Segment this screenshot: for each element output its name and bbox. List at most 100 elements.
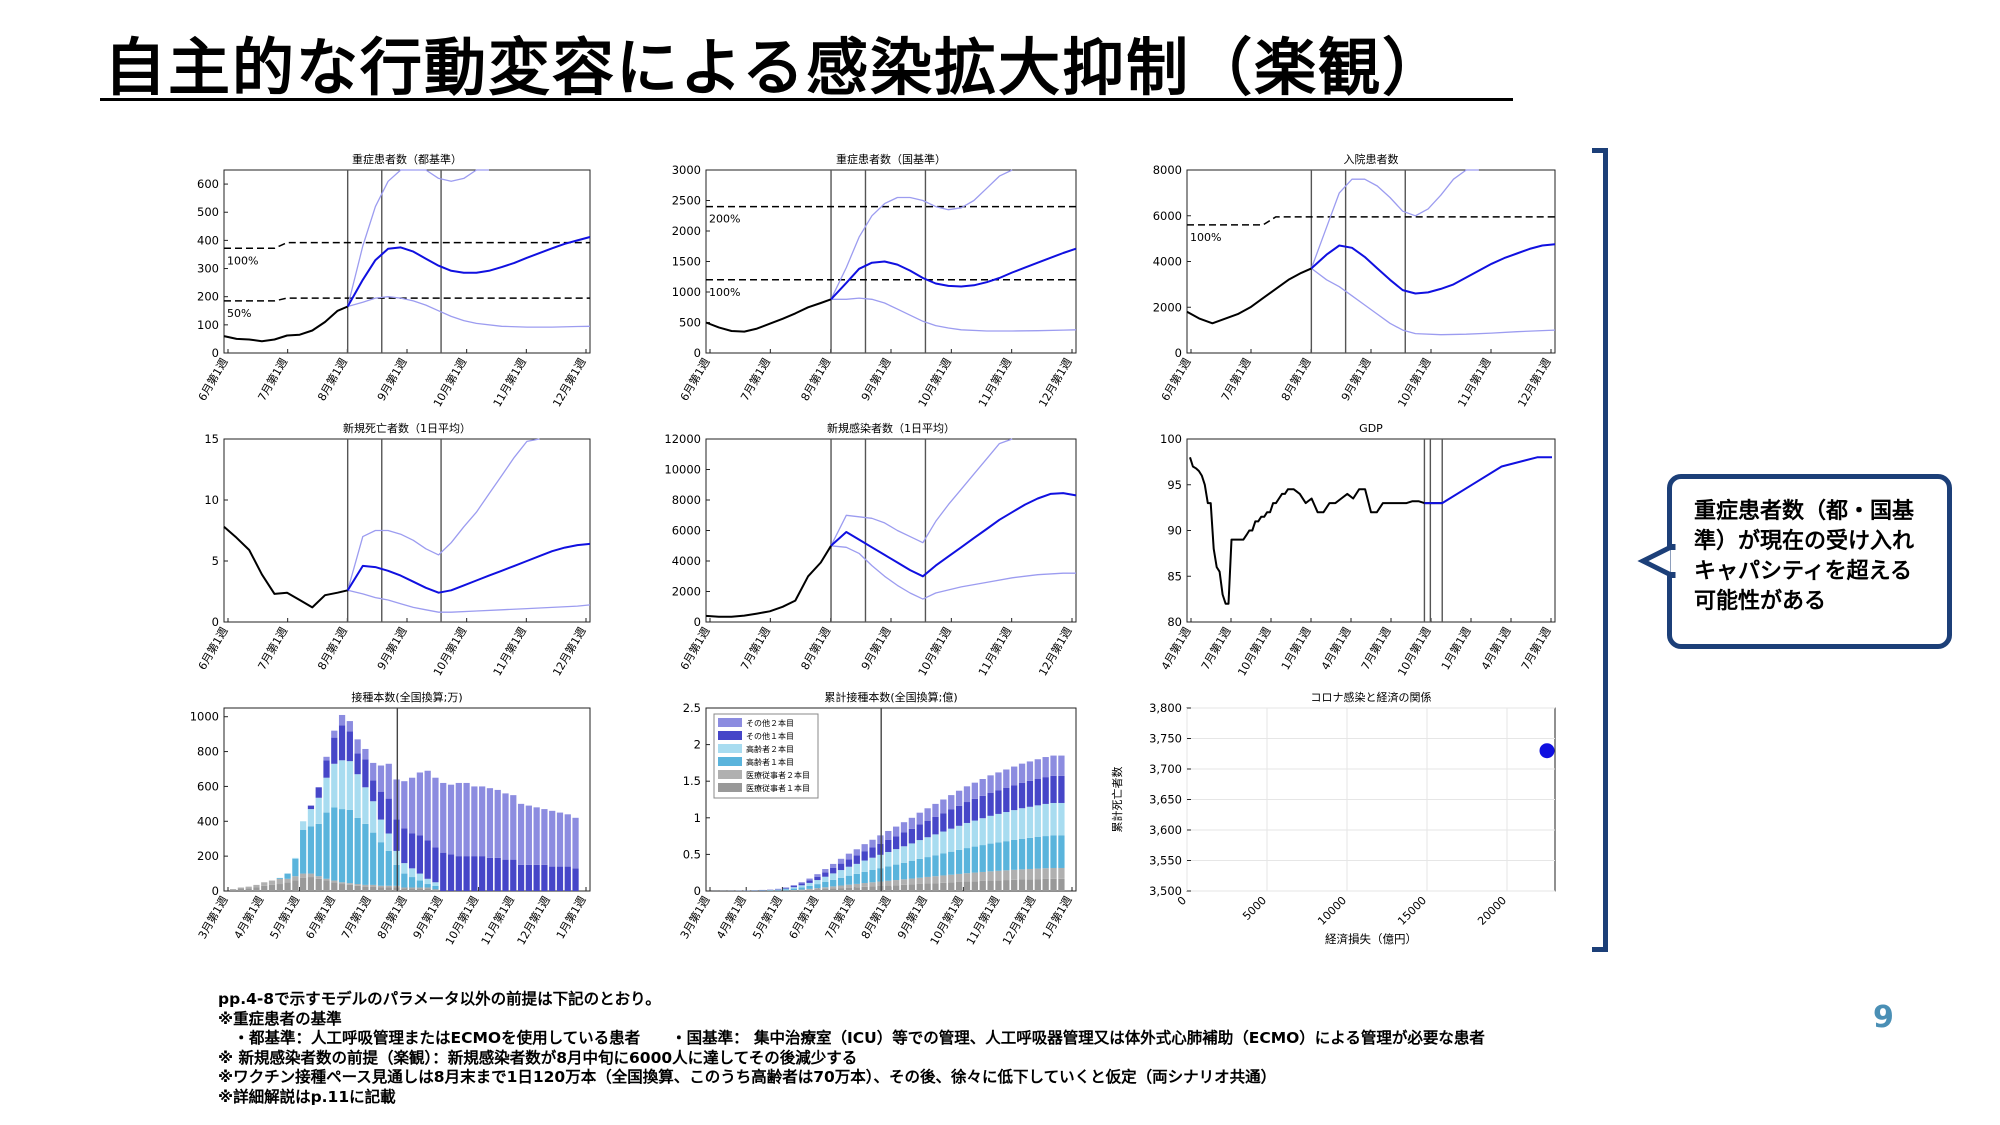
vaccinations_cumulative-bar (1058, 775, 1065, 803)
vaccinations_cumulative-bar (893, 885, 900, 891)
severe_tokyo-capacity-line (224, 241, 590, 250)
vaccinations_cumulative-bar (940, 882, 947, 891)
vaccinations_weekly-bar (362, 748, 369, 760)
vaccinations_cumulative-ytick-label: 1.5 (683, 774, 701, 788)
vaccinations_weekly-bar (385, 833, 392, 851)
vaccinations_cumulative-bar (932, 803, 939, 817)
vaccinations_cumulative-bar (1018, 879, 1026, 891)
vaccinations_cumulative-bar (955, 790, 963, 806)
vaccinations_cumulative-bar (822, 872, 829, 877)
vaccinations_cumulative-bar (1026, 761, 1034, 781)
vaccinations_weekly-bar (331, 730, 338, 738)
vaccinations_cumulative-bar (893, 864, 900, 881)
new_deaths-xtick-label: 11月第1週 (490, 625, 529, 679)
vaccinations_weekly-bar (486, 788, 494, 858)
vaccinations_cumulative-bar (948, 809, 955, 829)
vaccinations_cumulative-bar (837, 885, 845, 889)
vaccinations_cumulative-bar (1058, 802, 1065, 836)
vaccinations_cumulative-legend-label: 医療従事者２本目 (746, 770, 810, 780)
vaccinations_weekly-ytick-label: 400 (197, 814, 219, 828)
new_deaths-xtick-label: 9月第1週 (374, 625, 410, 673)
hospitalized-lower-band (1311, 267, 1556, 336)
vaccinations_cumulative-bar (908, 878, 916, 885)
covid_economy-ytick-label: 3,750 (1149, 732, 1182, 746)
vaccinations_cumulative-bar (1050, 802, 1057, 836)
vaccinations_cumulative-legend-label: 医療従事者１本目 (746, 783, 810, 793)
vaccinations_weekly-bar (354, 774, 361, 818)
new_deaths-upper-band (347, 438, 540, 591)
hospitalized-ytick-label: 6000 (1153, 209, 1182, 223)
new_cases-ytick-label: 12000 (664, 432, 701, 446)
vaccinations_weekly-bar (556, 866, 564, 891)
vaccinations_cumulative-bar (853, 849, 860, 856)
vaccinations_weekly-bar (564, 866, 571, 891)
vaccinations_weekly-xtick-label: 6月第1週 (302, 894, 338, 942)
vaccinations_cumulative-bar (861, 871, 868, 884)
vaccinations_weekly-bar (307, 809, 315, 827)
vaccinations_cumulative-bar (995, 870, 1002, 881)
new_cases-ytick-label: 8000 (672, 493, 701, 507)
vaccinations_weekly-xtick-label: 10月第1週 (442, 894, 481, 948)
severe_national-xtick-label: 9月第1週 (858, 356, 894, 404)
vaccinations_weekly-bar (533, 807, 540, 865)
severe_tokyo-xtick-label: 7月第1週 (255, 356, 291, 404)
vaccinations_cumulative-bar (908, 828, 916, 844)
vaccinations_cumulative-bar (830, 888, 837, 891)
vaccinations_cumulative-bar (1026, 806, 1034, 838)
severe_tokyo-frame (223, 169, 591, 354)
vaccinations_cumulative-bar (916, 883, 923, 891)
new_cases-ytick-label: 0 (694, 615, 701, 629)
vaccinations_cumulative-bar (853, 855, 860, 864)
vaccinations_weekly-bar (409, 888, 416, 891)
vaccinations_cumulative-bar (924, 876, 931, 884)
vaccinations_cumulative-legend-swatch (718, 731, 742, 740)
vaccinations_weekly-bar (416, 772, 424, 836)
vaccinations_weekly-bar (300, 821, 307, 830)
vaccinations_cumulative-bar (916, 858, 923, 878)
severe_national-ytick-label: 3000 (672, 163, 701, 177)
vaccinations_cumulative-bar (845, 884, 853, 888)
vaccinations_cumulative-bar (837, 877, 845, 886)
vaccinations_weekly-bar (393, 850, 400, 865)
vaccinations_weekly-bar (432, 847, 439, 883)
vaccinations_cumulative-bar (1018, 838, 1026, 870)
vaccinations_cumulative-ytick-label: 1 (694, 811, 701, 825)
vaccinations_weekly-bar (331, 882, 338, 891)
gdp-xtick-label: 1月第1週 (1438, 625, 1474, 673)
severe_national-ytick-label: 0 (694, 346, 701, 360)
vaccinations_cumulative-bar (806, 888, 813, 890)
covid_economy-ytick-label: 3,800 (1149, 701, 1182, 715)
vaccinations_weekly-bar (455, 782, 462, 857)
hospitalized-xtick-label: 10月第1週 (1394, 356, 1433, 410)
hospitalized-title: 入院患者数 (1344, 152, 1399, 166)
vaccinations_weekly-bar (331, 807, 338, 881)
vaccinations_weekly-bar (300, 877, 307, 891)
vaccinations_weekly-bar (338, 809, 346, 883)
gdp-xtick-label: 10月第1週 (1394, 625, 1433, 679)
vaccinations_cumulative-bar (900, 862, 908, 880)
vaccinations_cumulative-bar (782, 888, 790, 890)
vaccinations_cumulative-bar (924, 883, 931, 891)
vaccinations_weekly-bar (572, 817, 579, 869)
gdp-xtick-label: 1月第1週 (1278, 625, 1314, 673)
vaccinations_weekly-bar (416, 835, 424, 874)
vaccinations_cumulative-bar (806, 885, 813, 889)
vaccinations_cumulative-bar (1034, 868, 1041, 880)
vaccinations_weekly-bar (315, 876, 322, 879)
vaccinations_cumulative-bar (971, 881, 978, 891)
vaccinations_cumulative-legend-label: 高齢者２本目 (746, 744, 794, 754)
vaccinations_weekly-bar (463, 782, 470, 857)
vaccinations_cumulative-bar (963, 822, 971, 849)
hospitalized-ytick-label: 4000 (1153, 255, 1182, 269)
severe_tokyo-lower-band (347, 296, 591, 328)
severe_tokyo-xtick-label: 6月第1週 (195, 356, 231, 404)
vaccinations_cumulative-bar (971, 820, 978, 847)
page-number: 9 (1873, 1000, 1894, 1035)
vaccinations_weekly-bar (409, 833, 416, 869)
vaccinations_cumulative-bar (916, 824, 923, 841)
vaccinations_cumulative-bar (853, 873, 860, 884)
vaccinations_weekly-bar (362, 884, 369, 887)
vaccinations_cumulative-bar (971, 846, 978, 873)
vaccinations_cumulative-bar (963, 786, 971, 803)
severe_national-xtick-label: 12月第1週 (1035, 356, 1074, 410)
